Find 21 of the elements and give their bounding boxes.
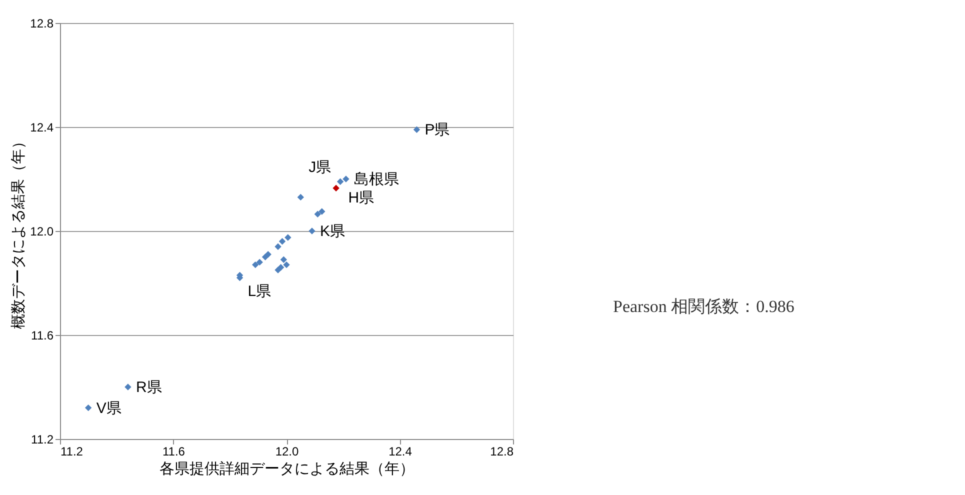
y-tick-label: 11.2 bbox=[31, 432, 54, 446]
text: Pearson 相関係数：0.986 bbox=[613, 297, 794, 316]
y-tick-label: 12.8 bbox=[30, 16, 54, 30]
y-tick-label: 12.4 bbox=[30, 120, 54, 134]
data-label: V県 bbox=[96, 400, 122, 417]
data-label: R県 bbox=[136, 379, 162, 396]
data-label: K県 bbox=[320, 223, 345, 240]
x-tick-label: 12.0 bbox=[275, 444, 299, 458]
x-tick-label: 12.8 bbox=[490, 444, 514, 458]
data-label: L県 bbox=[248, 283, 272, 300]
data-label: 島根県 bbox=[354, 171, 399, 188]
y-tick-label: 11.6 bbox=[31, 328, 54, 342]
y-tick-label: 12.0 bbox=[30, 224, 54, 238]
x-tick-label: 11.2 bbox=[60, 444, 84, 458]
data-label: J県 bbox=[308, 159, 332, 176]
x-axis-title: 各県提供詳細データによる結果（年） bbox=[160, 460, 414, 478]
data-label: P県 bbox=[424, 122, 450, 139]
x-tick-label: 12.4 bbox=[388, 444, 412, 458]
x-tick-label: 11.6 bbox=[162, 444, 186, 458]
data-label: H県 bbox=[348, 190, 374, 207]
y-axis-title: 概数データによる結果（年） bbox=[10, 134, 28, 329]
